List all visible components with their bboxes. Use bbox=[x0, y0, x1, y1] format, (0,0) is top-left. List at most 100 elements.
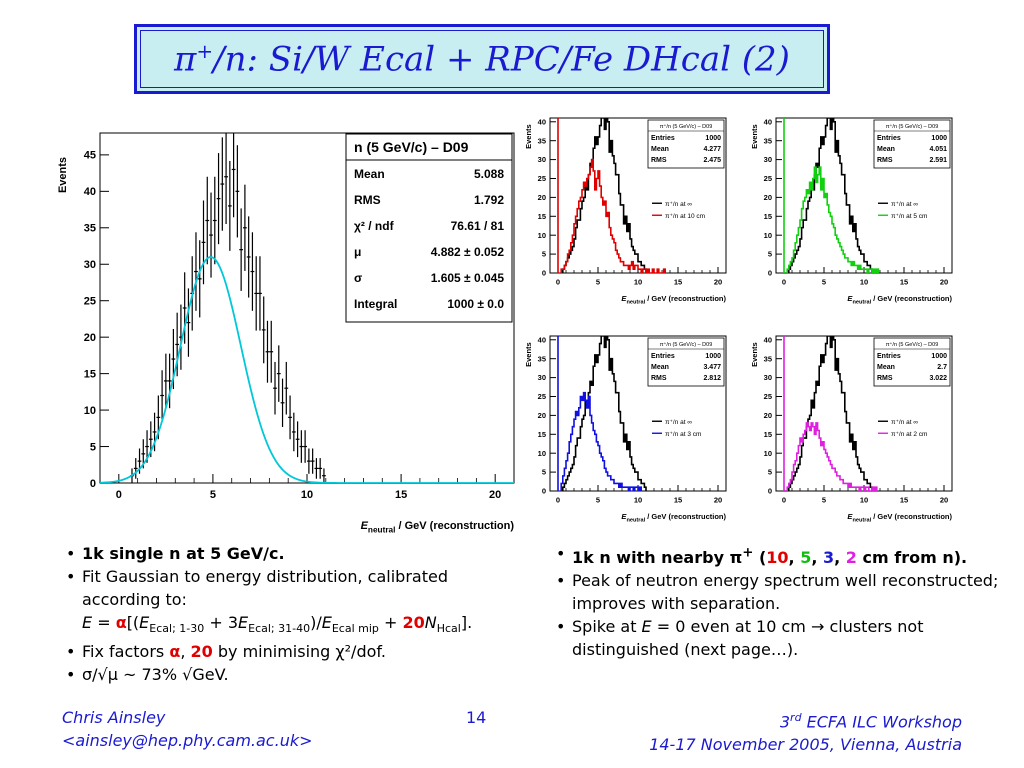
formula-sub2: Ecal; 31-40 bbox=[248, 622, 311, 636]
stats-value: 4.051 bbox=[929, 146, 947, 153]
left-bullet-3-comma: , bbox=[180, 642, 191, 662]
left-bullet-2: Fit Gaussian to energy distribution, cal… bbox=[66, 565, 522, 640]
plot-area bbox=[783, 118, 880, 273]
stats-title: π⁺/n (5 GeV/c) – D09 bbox=[660, 123, 713, 130]
title-box: π+/n: Si/W Ecal + RPC/Fe DHcal (2) bbox=[134, 24, 830, 94]
workshop-num: 3 bbox=[779, 712, 791, 732]
right-bullet-3: Spike at E = 0 even at 10 cm → clusters … bbox=[556, 615, 1012, 661]
x-tick-label: 0 bbox=[556, 496, 560, 505]
y-tick-label: 30 bbox=[764, 155, 772, 164]
left-bullet-2-line2: according to: bbox=[82, 590, 187, 609]
y-tick-label: 10 bbox=[538, 449, 546, 458]
formula-open: [( bbox=[126, 613, 140, 632]
x-axis-label: Eneutral / GeV (reconstruction) bbox=[847, 512, 952, 523]
stats-title: n (5 GeV/c) – D09 bbox=[354, 139, 469, 155]
stats-value: 4.277 bbox=[703, 146, 721, 153]
y-tick-label: 5 bbox=[542, 250, 546, 259]
formula-E: E bbox=[82, 613, 93, 632]
stats-box bbox=[873, 119, 951, 169]
histogram-10cm: 0 5 10 15 20 25 30 35 40 0 5 10 15 20 Events Eneutral /… bbox=[524, 117, 727, 305]
x-tick-label: 0 bbox=[782, 496, 786, 505]
y-tick-label: 25 bbox=[538, 174, 546, 183]
x-tick-label: 10 bbox=[301, 489, 313, 501]
x-tick-label: 20 bbox=[714, 496, 722, 505]
formula-plus: + bbox=[378, 613, 403, 632]
stats-key: Entries bbox=[877, 135, 901, 142]
stats-key: RMS bbox=[354, 193, 381, 207]
stats-value: 2.7 bbox=[937, 364, 947, 371]
y-tick-label: 35 bbox=[538, 354, 546, 363]
stats-key: Entries bbox=[651, 353, 675, 360]
stats-value: 2.812 bbox=[703, 375, 721, 382]
x-tick-label: 20 bbox=[940, 278, 948, 287]
x-tick-label: 5 bbox=[822, 278, 826, 287]
plot-area bbox=[557, 118, 666, 273]
x-tick-label: 15 bbox=[900, 496, 908, 505]
title-plus: + bbox=[196, 38, 214, 63]
y-tick-label: 10 bbox=[84, 405, 96, 417]
dist-2: 2 bbox=[845, 548, 857, 568]
formula-sub3: Ecal mip bbox=[331, 622, 379, 636]
y-tick-label: 0 bbox=[768, 487, 772, 496]
x-tick-label: 20 bbox=[714, 278, 722, 287]
y-tick-label: 30 bbox=[84, 259, 96, 271]
y-tick-label: 15 bbox=[538, 430, 546, 439]
stats-value: 3.022 bbox=[929, 375, 947, 382]
stats-key: Entries bbox=[651, 135, 675, 142]
legend-label: π⁺/n at ∞ bbox=[665, 201, 692, 208]
formula-twenty: 20 bbox=[402, 613, 425, 632]
y-tick-label: 20 bbox=[764, 193, 772, 202]
y-tick-label: 15 bbox=[764, 430, 772, 439]
dist-3: 3 bbox=[823, 548, 835, 568]
y-tick-label: 0 bbox=[542, 487, 546, 496]
x-axis-label: Eneutral / GeV (reconstruction) bbox=[361, 520, 515, 534]
y-tick-label: 35 bbox=[84, 223, 96, 235]
y-tick-label: 0 bbox=[90, 478, 96, 490]
left-bullet-1-text: 1k single n at 5 GeV/c. bbox=[82, 544, 285, 563]
stats-key: RMS bbox=[877, 375, 893, 382]
y-tick-label: 40 bbox=[538, 335, 546, 344]
y-axis-label: Events bbox=[750, 124, 759, 149]
y-tick-label: 25 bbox=[84, 296, 96, 308]
y-tick-label: 0 bbox=[542, 269, 546, 278]
x-tick-label: 0 bbox=[116, 489, 122, 501]
main-histogram: 0 5 10 15 20 25 30 35 40 45 0 5 10 15 20 Events Eneutral… bbox=[57, 132, 515, 534]
x-tick-label: 10 bbox=[860, 496, 868, 505]
x-tick-label: 0 bbox=[556, 278, 560, 287]
formula-N: N bbox=[424, 613, 437, 632]
stats-box bbox=[873, 337, 951, 387]
comma-3: , bbox=[834, 548, 846, 568]
y-tick-label: 30 bbox=[764, 373, 772, 382]
legend-label: π⁺/n at ∞ bbox=[665, 419, 692, 426]
y-tick-label: 0 bbox=[768, 269, 772, 278]
x-tick-label: 5 bbox=[210, 489, 216, 501]
formula: E = α[(EEcal; 1-30 + 3EEcal; 31-40)/EEca… bbox=[82, 613, 472, 636]
x-tick-label: 5 bbox=[596, 278, 600, 287]
stats-key: χ² / ndf bbox=[354, 219, 395, 233]
x-axis-label: Eneutral / GeV (reconstruction) bbox=[621, 512, 726, 523]
series-line bbox=[788, 336, 873, 491]
y-tick-label: 10 bbox=[764, 231, 772, 240]
formula-e3: E bbox=[321, 613, 332, 632]
stats-value: 2.591 bbox=[929, 157, 947, 164]
right-bullet-1-pre: 1k n with nearby π bbox=[572, 548, 743, 568]
y-axis-label: Events bbox=[750, 342, 759, 367]
right-bullet-3-E: E bbox=[641, 617, 652, 637]
y-tick-label: 35 bbox=[538, 136, 546, 145]
comma-1: , bbox=[788, 548, 801, 568]
stats-title: π⁺/n (5 GeV/c) – D09 bbox=[886, 123, 939, 130]
series-line bbox=[786, 166, 880, 273]
title-rest: /n: Si/W Ecal + RPC/Fe DHcal (2) bbox=[213, 39, 790, 80]
y-tick-label: 25 bbox=[764, 174, 772, 183]
left-bullet-3-twenty: 20 bbox=[190, 642, 213, 662]
formula-e2: E bbox=[238, 613, 249, 632]
dist-5: 5 bbox=[800, 548, 812, 568]
title-pi: π bbox=[174, 39, 197, 80]
stats-box bbox=[647, 337, 725, 387]
stats-value: 1000 bbox=[705, 135, 721, 142]
x-tick-label: 20 bbox=[940, 496, 948, 505]
left-bullet-3-alpha: α bbox=[169, 642, 181, 662]
legend-label: π⁺/n at 2 cm bbox=[891, 431, 927, 438]
comma-2: , bbox=[811, 548, 823, 568]
y-tick-label: 40 bbox=[84, 186, 96, 198]
